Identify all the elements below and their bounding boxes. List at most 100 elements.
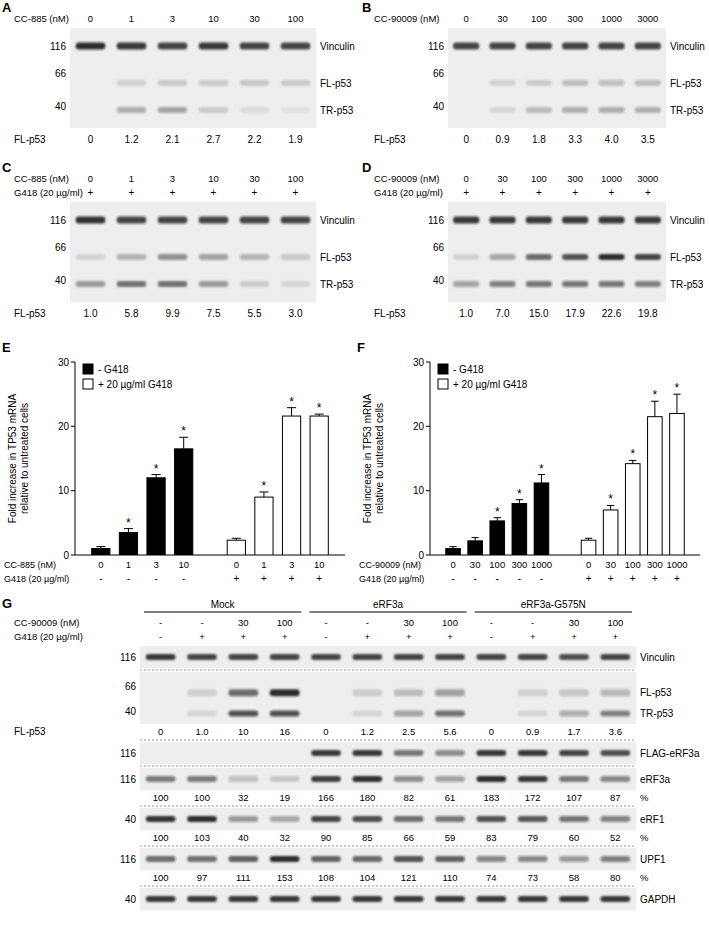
marker-label: 116 — [50, 41, 66, 52]
significance: * — [517, 487, 522, 501]
quant-value: 79 — [527, 832, 538, 843]
dose: 3000 — [637, 173, 658, 184]
x-tick-label: 3 — [153, 559, 158, 570]
bar — [490, 521, 505, 555]
x-row-value: + — [233, 573, 239, 584]
band — [240, 43, 270, 50]
band — [435, 689, 465, 696]
band — [270, 896, 300, 902]
band — [559, 711, 589, 717]
band — [562, 254, 588, 260]
separator — [140, 740, 636, 741]
band — [311, 896, 341, 902]
quant-value: 1.2 — [361, 726, 374, 737]
bands — [453, 43, 661, 114]
axis-title: Fold increase in TP53 mRNA — [362, 394, 373, 524]
band — [228, 750, 258, 756]
quant-value: 10 — [238, 726, 249, 737]
x-row-label: G418 (20 µg/ml) — [359, 574, 424, 584]
bands — [76, 43, 311, 114]
blot-background — [140, 646, 636, 668]
marker-label: 40 — [433, 275, 445, 286]
treatment-sign: + — [609, 187, 615, 198]
marker-label: 116 — [428, 41, 444, 52]
marker-label: 40 — [55, 275, 67, 286]
quant-value: 5.6 — [443, 726, 456, 737]
treatment-sign: + — [293, 187, 299, 198]
band — [562, 43, 588, 50]
y-tick-label: 10 — [58, 485, 70, 496]
bar — [534, 483, 549, 555]
y-tick — [426, 426, 430, 427]
treatment-value: 30 — [238, 617, 249, 628]
band-label: FLAG-eRF3a — [640, 748, 700, 759]
band — [600, 896, 630, 902]
band — [270, 856, 300, 862]
band — [526, 43, 552, 50]
band — [311, 750, 341, 756]
band — [435, 711, 465, 717]
marker-label: 116 — [428, 215, 444, 226]
band — [600, 654, 630, 660]
treatment-sign: + — [463, 187, 469, 198]
marker-label: 116 — [50, 215, 66, 226]
quant-value: 59 — [445, 832, 456, 843]
treatment-value: - — [490, 617, 493, 628]
bar — [119, 532, 137, 555]
band — [228, 856, 258, 862]
panel-letter: D — [362, 160, 371, 175]
axis-title: relative to untreated cells — [374, 403, 385, 514]
y-tick — [71, 426, 75, 427]
quant-value: 17.9 — [565, 308, 585, 319]
band — [435, 816, 465, 822]
marker-label: 66 — [125, 681, 137, 692]
x-tick-label: 30 — [605, 559, 616, 570]
x-tick-label: 1 — [126, 559, 131, 570]
dose: 30 — [249, 173, 260, 184]
quant-value: 0 — [463, 134, 469, 145]
marker-label: 40 — [125, 894, 137, 905]
x-tick-label: 1 — [261, 559, 266, 570]
band — [559, 654, 589, 660]
x-row-value: + — [261, 573, 267, 584]
x-tick-label: 300 — [511, 559, 527, 570]
quant-unit: % — [640, 832, 649, 843]
treatment-value: - — [200, 617, 203, 628]
quant-value: 172 — [525, 792, 541, 803]
band — [187, 654, 217, 660]
x-row-value: - — [540, 573, 543, 584]
bar — [282, 416, 300, 555]
band — [281, 107, 311, 113]
quant-value: 52 — [610, 832, 621, 843]
band-label: TR-p53 — [670, 279, 704, 290]
band — [311, 711, 341, 717]
marker-label: 40 — [125, 706, 137, 717]
band — [598, 254, 624, 260]
bar — [468, 541, 483, 555]
dose: 1 — [129, 173, 134, 184]
y-tick — [426, 555, 430, 556]
quant-value: 100 — [153, 832, 169, 843]
band-label: UPF1 — [640, 854, 666, 865]
quant-value: 66 — [403, 832, 414, 843]
band — [476, 689, 506, 696]
band-label: FL-p53 — [640, 687, 672, 698]
band — [394, 816, 424, 822]
band — [199, 107, 229, 113]
band — [270, 750, 300, 756]
band — [518, 711, 548, 717]
y-tick-label: 10 — [413, 485, 425, 496]
treatment-sign: + — [572, 187, 578, 198]
y-axis — [430, 362, 431, 555]
quant-value: 100 — [194, 792, 210, 803]
band — [526, 254, 552, 260]
quant-value: 110 — [442, 872, 457, 883]
marker-label: 66 — [433, 68, 445, 79]
band — [270, 776, 300, 782]
bar — [581, 540, 596, 555]
dose: 1000 — [601, 13, 622, 24]
dose: 30 — [249, 13, 260, 24]
error-cap — [232, 538, 241, 539]
band — [240, 80, 270, 86]
significance: * — [154, 462, 159, 476]
